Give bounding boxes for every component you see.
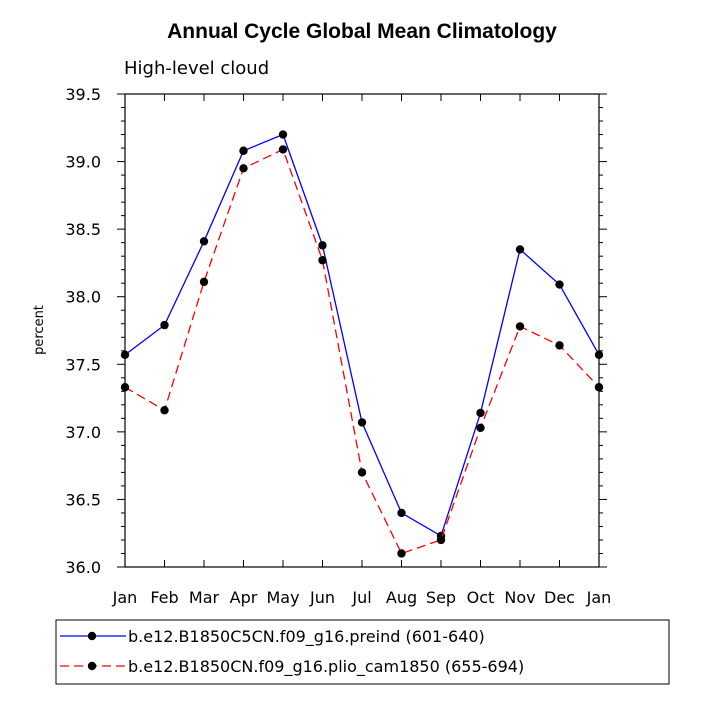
series-2-point: [318, 256, 327, 265]
series-layer: [120, 130, 604, 558]
y-axis-label: percent: [32, 305, 47, 355]
legend: b.e12.B1850C5CN.f09_g16.preind (601-640)…: [55, 619, 670, 685]
series-1-point: [357, 418, 367, 427]
series-1-point: [476, 408, 485, 418]
legend-label-1: b.e12.B1850C5CN.f09_g16.preind (601-640): [128, 627, 485, 647]
series-2-point: [594, 383, 604, 392]
x-tick-label: Feb: [150, 588, 178, 607]
series-1-point: [199, 237, 209, 246]
y-tick-label: 37.5: [65, 355, 101, 374]
y-tick-label: 36.5: [65, 490, 101, 509]
x-tick-label: Jul: [351, 588, 371, 607]
series-1-point: [397, 508, 406, 518]
x-tick-label: Nov: [504, 588, 535, 607]
legend-label-2: b.e12.B1850CN.f09_g16.plio_cam1850 (655-…: [128, 657, 524, 677]
y-tick-label: 39.5: [65, 85, 101, 104]
series-2-point: [357, 468, 367, 477]
legend-marker-1: [87, 631, 97, 641]
x-tick-label: Mar: [189, 588, 220, 607]
series-1-point: [239, 146, 248, 155]
y-tick-label: 38.0: [65, 288, 101, 307]
series-2-point: [436, 535, 446, 545]
x-tick-label: Apr: [230, 588, 258, 607]
x-tick-label: Jan: [586, 588, 612, 607]
series-2-point: [120, 383, 130, 392]
x-tick-label: Aug: [386, 588, 417, 607]
series-1-point: [594, 350, 604, 360]
x-tick-label: Dec: [544, 588, 575, 607]
series-2-point: [515, 322, 525, 331]
axis-ticks: Jan Feb Mar Apr May Jun Jul Aug Sep Oct Nov Dec Jan 3…: [65, 85, 611, 607]
y-tick-label: 37.0: [65, 423, 101, 442]
y-tick-label: 36.0: [65, 558, 101, 577]
chart-subtitle: High-level cloud: [124, 58, 269, 79]
x-tick-label: Jan: [112, 588, 138, 607]
y-tick-label: 39.0: [65, 153, 101, 172]
legend-box: [55, 619, 670, 685]
series-1-point: [555, 280, 564, 289]
series-2-point: [239, 164, 248, 173]
series-2-point: [199, 277, 209, 287]
series-1-point: [278, 130, 288, 139]
series-2-point: [278, 145, 288, 154]
plot-frame: [124, 93, 600, 568]
chart-title: Annual Cycle Global Mean Climatology: [167, 20, 557, 43]
series-2-point: [160, 406, 169, 415]
y-tick-label: 38.5: [65, 220, 101, 239]
x-tick-label: Jun: [309, 588, 335, 607]
series-1-point: [120, 350, 130, 360]
x-tick-label: May: [266, 588, 299, 607]
series-2-point: [397, 549, 406, 558]
x-tick-label: Sep: [426, 588, 456, 607]
series-1-point: [515, 245, 525, 254]
series-2-point: [476, 423, 485, 433]
series-2-point: [555, 341, 564, 350]
x-tick-label: Oct: [467, 588, 495, 607]
legend-marker-2: [87, 661, 97, 671]
series-line-2: [124, 148, 600, 555]
series-1-point: [318, 241, 327, 250]
series-1-point: [160, 320, 169, 330]
